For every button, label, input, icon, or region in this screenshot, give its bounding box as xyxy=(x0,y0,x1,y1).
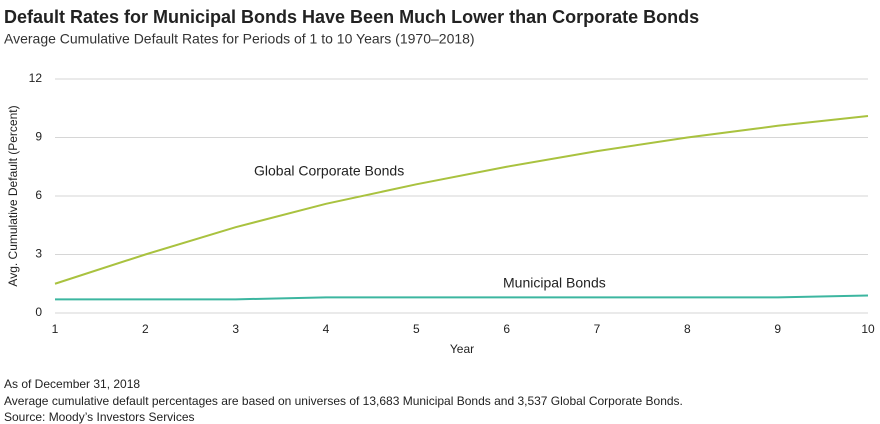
y-axis-label: Avg. Cumulative Default (Percent) xyxy=(6,105,20,286)
y-tick-label: 0 xyxy=(35,305,42,319)
chart-title: Default Rates for Municipal Bonds Have B… xyxy=(4,7,699,27)
series-line xyxy=(55,294,869,301)
x-tick-label: 5 xyxy=(413,322,420,336)
x-axis-label: Year xyxy=(450,342,474,356)
series-line xyxy=(54,115,869,285)
y-tick-label: 9 xyxy=(35,130,42,144)
x-tick-label: 4 xyxy=(323,322,330,336)
x-tick-label: 8 xyxy=(684,322,691,336)
x-tick-label: 10 xyxy=(861,322,875,336)
note: Source: Moody’s Investors Services xyxy=(4,410,195,424)
chart-subtitle: Average Cumulative Default Rates for Per… xyxy=(4,31,475,47)
series-label: Global Corporate Bonds xyxy=(254,163,404,179)
note: As of December 31, 2018 xyxy=(4,377,140,391)
note: Average cumulative default percentages a… xyxy=(4,394,683,408)
y-tick-label: 3 xyxy=(35,247,42,261)
series-label: Municipal Bonds xyxy=(503,275,606,291)
x-tick-label: 7 xyxy=(594,322,601,336)
x-tick-label: 1 xyxy=(52,322,59,336)
x-tick-label: 6 xyxy=(503,322,510,336)
y-tick-label: 12 xyxy=(29,71,43,85)
x-tick-label: 2 xyxy=(142,322,149,336)
x-tick-label: 3 xyxy=(232,322,239,336)
x-tick-label: 9 xyxy=(774,322,781,336)
y-tick-label: 6 xyxy=(35,188,42,202)
